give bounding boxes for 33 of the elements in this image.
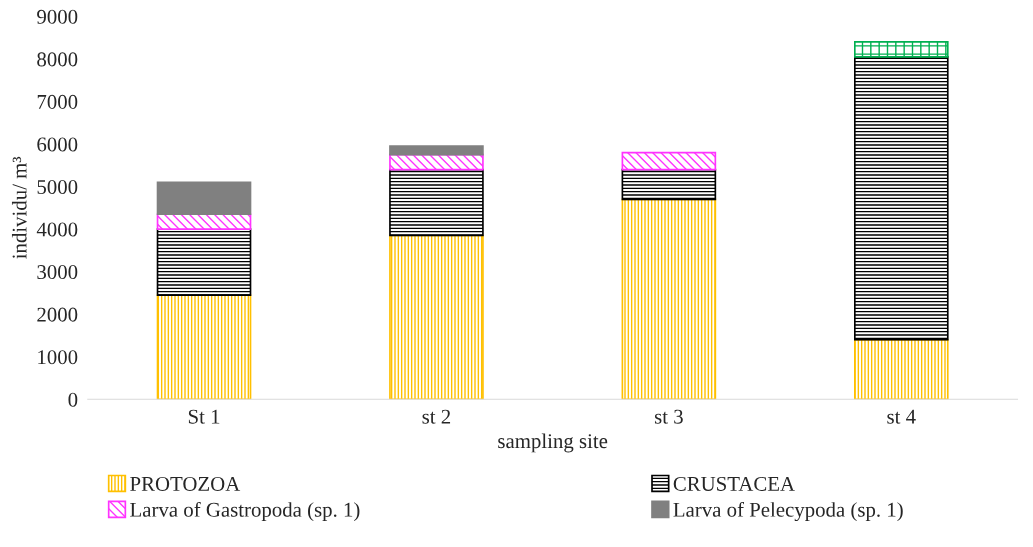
y-tick-label: 5000 [37, 179, 78, 195]
x-axis-title: sampling site [498, 433, 608, 453]
x-tick-label: st 4 [887, 409, 916, 424]
bar [853, 338, 949, 400]
y-tick-label: 6000 [37, 137, 78, 152]
y-tick-label: 9000 [37, 9, 78, 24]
bar [389, 234, 484, 400]
bar [156, 213, 252, 230]
bar [156, 181, 252, 216]
y-tick-label: 7000 [37, 94, 78, 109]
bar [621, 151, 717, 171]
y-tick-label: 1000 [38, 350, 78, 365]
legend-label: CRUSTACEA [673, 476, 795, 491]
bar [389, 145, 484, 156]
x-tick-label: st 2 [422, 409, 451, 424]
y-tick-label: 8000 [37, 52, 78, 67]
bar [389, 168, 484, 237]
bar [156, 228, 252, 296]
x-tick-label: St 1 [188, 409, 220, 424]
bar [156, 294, 252, 400]
y-tick-label: 4000 [36, 222, 78, 237]
y-axis-title: individu/ m³ [11, 156, 27, 259]
y-tick-label: 2000 [37, 307, 78, 322]
bar [621, 198, 717, 400]
x-tick-label: st 3 [654, 409, 683, 424]
legend-label: Larva of Gastropoda (sp. 1) [130, 501, 360, 522]
bar [853, 41, 949, 58]
legend-label: PROTOZOA [130, 476, 241, 491]
y-tick-label: 0 [68, 392, 78, 407]
legend-label: Larva of Pelecypoda (sp. 1) [673, 501, 903, 522]
bar [853, 55, 949, 341]
y-tick-label: 3000 [37, 265, 78, 280]
bar [621, 168, 717, 201]
